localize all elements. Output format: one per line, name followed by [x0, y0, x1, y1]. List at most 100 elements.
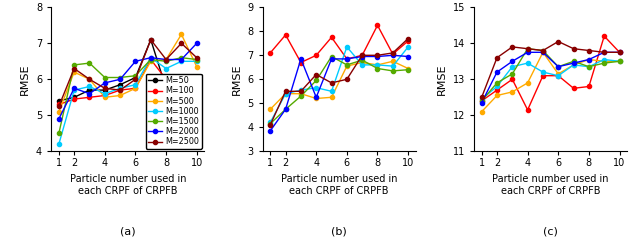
- M=1000: [508, 65, 516, 68]
- M=2000: [86, 92, 93, 95]
- Line: M=2000: M=2000: [57, 41, 199, 121]
- M=500: [266, 108, 274, 111]
- M=2000: [539, 51, 547, 54]
- M=500: [163, 58, 170, 61]
- M=1500: [616, 60, 623, 63]
- M=2500: [266, 123, 274, 126]
- M=500: [358, 61, 366, 64]
- M=2500: [101, 87, 109, 90]
- M=100: [328, 36, 335, 39]
- M=100: [193, 85, 200, 88]
- M=2000: [282, 108, 289, 111]
- M=1000: [163, 67, 170, 70]
- M=100: [55, 103, 63, 106]
- M=1000: [585, 65, 593, 68]
- Legend: M=50, M=100, M=500, M=1000, M=1500, M=2000, M=2500: M=50, M=100, M=500, M=1000, M=1500, M=20…: [145, 74, 202, 149]
- M=1500: [55, 132, 63, 135]
- M=2000: [328, 57, 335, 60]
- M=1500: [297, 95, 305, 98]
- M=2000: [404, 55, 412, 58]
- M=2000: [147, 56, 155, 59]
- M=500: [524, 81, 531, 84]
- Y-axis label: RMSE: RMSE: [232, 63, 242, 95]
- M=1000: [70, 89, 78, 92]
- M=500: [570, 63, 577, 66]
- M=2000: [616, 51, 623, 54]
- M=1500: [132, 74, 140, 77]
- M=2500: [616, 51, 623, 54]
- M=100: [116, 89, 124, 92]
- Y-axis label: RMSE: RMSE: [20, 63, 30, 95]
- Line: M=50: M=50: [57, 38, 199, 103]
- M=2500: [524, 47, 531, 50]
- M=1000: [328, 90, 335, 93]
- M=2500: [328, 81, 335, 84]
- M=2500: [554, 40, 562, 43]
- M=1500: [524, 47, 531, 50]
- M=500: [55, 110, 63, 113]
- M=2000: [554, 65, 562, 68]
- M=100: [404, 40, 412, 42]
- Line: M=2500: M=2500: [57, 38, 199, 108]
- M=1000: [132, 83, 140, 86]
- M=1500: [343, 63, 351, 66]
- M=1000: [147, 56, 155, 59]
- M=2000: [193, 42, 200, 45]
- M=500: [389, 60, 397, 63]
- Line: M=100: M=100: [479, 34, 621, 112]
- M=2000: [389, 54, 397, 57]
- M=2000: [493, 71, 501, 74]
- M=100: [312, 54, 320, 57]
- M=50: [116, 83, 124, 86]
- M=2500: [343, 78, 351, 81]
- M=500: [70, 71, 78, 74]
- M=500: [374, 63, 381, 66]
- M=1500: [539, 49, 547, 52]
- M=1500: [600, 62, 608, 65]
- M=2000: [524, 51, 531, 54]
- M=500: [86, 78, 93, 81]
- M=1000: [539, 71, 547, 74]
- M=2000: [358, 55, 366, 58]
- M=1500: [554, 65, 562, 68]
- Line: M=1000: M=1000: [57, 56, 199, 146]
- M=1500: [508, 72, 516, 75]
- M=1000: [616, 60, 623, 63]
- M=1500: [312, 79, 320, 82]
- M=100: [508, 78, 516, 81]
- M=2500: [508, 45, 516, 48]
- Text: (b): (b): [332, 226, 347, 236]
- M=2000: [177, 58, 185, 61]
- M=2500: [585, 49, 593, 52]
- M=2000: [266, 129, 274, 132]
- M=50: [193, 76, 200, 79]
- M=2500: [600, 51, 608, 54]
- M=100: [177, 83, 185, 86]
- M=50: [70, 96, 78, 99]
- M=1000: [343, 45, 351, 48]
- M=2500: [147, 38, 155, 41]
- Line: M=2000: M=2000: [268, 53, 410, 133]
- M=500: [101, 96, 109, 99]
- M=1000: [177, 60, 185, 63]
- M=100: [70, 98, 78, 101]
- M=1500: [404, 68, 412, 71]
- M=1500: [86, 62, 93, 65]
- M=1500: [177, 56, 185, 59]
- Line: M=2500: M=2500: [268, 36, 410, 127]
- M=500: [478, 110, 486, 113]
- M=100: [585, 85, 593, 88]
- M=2000: [312, 96, 320, 99]
- M=1500: [193, 58, 200, 61]
- Y-axis label: RMSE: RMSE: [437, 63, 447, 95]
- M=2000: [70, 87, 78, 90]
- M=50: [101, 89, 109, 92]
- M=100: [389, 53, 397, 56]
- M=2000: [374, 55, 381, 58]
- M=100: [163, 78, 170, 81]
- M=2500: [55, 105, 63, 108]
- M=2000: [55, 117, 63, 120]
- M=2500: [312, 73, 320, 76]
- M=2500: [539, 49, 547, 52]
- M=1500: [328, 55, 335, 58]
